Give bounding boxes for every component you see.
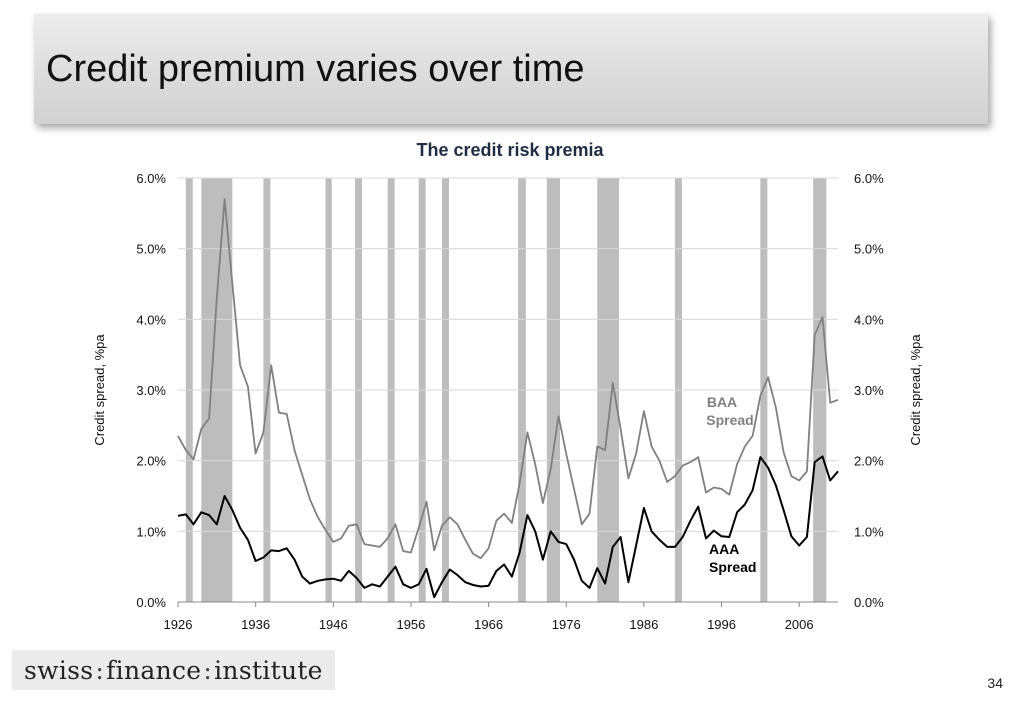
x-tick-0: 1926	[164, 617, 193, 632]
y-tick-left-6: 6.0%	[136, 171, 166, 186]
baa-spread-label-1: Spread	[706, 412, 753, 428]
swiss-finance-institute-logo: swiss: finance: institute	[12, 650, 335, 690]
y-axis-label-right: Credit spread, %pa	[908, 334, 923, 446]
credit-spread-chart: The credit risk premia 0.0% 0.0% 1.0% 1.0% 2.…	[92, 140, 923, 632]
logo-word-institute: institute	[214, 655, 323, 685]
x-tick-4: 1966	[474, 617, 503, 632]
y-tick-right-4: 4.0%	[854, 312, 884, 327]
chart-title: The credit risk premia	[416, 140, 604, 160]
x-tick-2: 1946	[319, 617, 348, 632]
series-line-baa-spread	[177, 198, 839, 560]
logo-word-swiss: swiss	[24, 655, 94, 685]
y-tick-right-2: 2.0%	[854, 454, 884, 469]
y-tick-left-5: 5.0%	[136, 242, 166, 257]
y-tick-right-1: 1.0%	[854, 524, 884, 539]
series-line-aaa-spread	[177, 455, 839, 599]
y-tick-right-0: 0.0%	[854, 595, 884, 610]
aaa-spread-label-0: AAA	[709, 541, 739, 557]
x-tick-8: 2006	[785, 617, 814, 632]
aaa-spread-label-1: Spread	[709, 559, 756, 575]
y-tick-left-3: 3.0%	[136, 383, 166, 398]
x-tick-6: 1986	[629, 617, 658, 632]
y-tick-left-4: 4.0%	[136, 312, 166, 327]
x-tick-1: 1936	[241, 617, 270, 632]
x-tick-3: 1956	[396, 617, 425, 632]
y-tick-left-2: 2.0%	[136, 454, 166, 469]
page-number: 34	[987, 675, 1003, 691]
y-tick-left-0: 0.0%	[136, 595, 166, 610]
x-tick-7: 1996	[707, 617, 736, 632]
y-axis-label-left: Credit spread, %pa	[92, 334, 107, 446]
title-banner: Credit premium varies over time	[34, 14, 988, 124]
y-tick-left-1: 1.0%	[136, 524, 166, 539]
y-tick-right-5: 5.0%	[854, 242, 884, 257]
slide-title: Credit premium varies over time	[46, 48, 585, 90]
y-tick-right-3: 3.0%	[854, 383, 884, 398]
y-tick-right-6: 6.0%	[854, 171, 884, 186]
logo-word-finance: finance	[106, 655, 202, 685]
baa-spread-label-0: BAA	[707, 394, 737, 410]
x-tick-5: 1976	[552, 617, 581, 632]
